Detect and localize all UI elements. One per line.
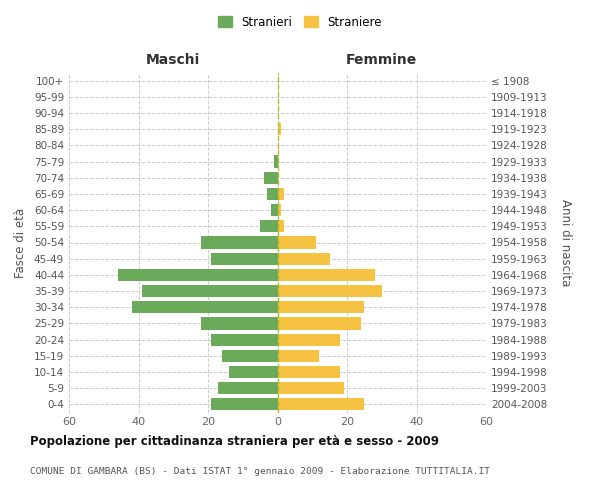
Bar [277,252,329,265]
Bar [277,220,284,232]
Bar [277,382,344,394]
Text: Maschi: Maschi [146,54,200,68]
Bar [201,318,277,330]
Bar [201,236,277,248]
Y-axis label: Fasce di età: Fasce di età [14,208,27,278]
Bar [229,366,277,378]
Text: COMUNE DI GAMBARA (BS) - Dati ISTAT 1° gennaio 2009 - Elaborazione TUTTITALIA.IT: COMUNE DI GAMBARA (BS) - Dati ISTAT 1° g… [30,468,490,476]
Bar [211,398,277,410]
Bar [277,334,340,345]
Bar [271,204,277,216]
Bar [118,269,277,281]
Y-axis label: Anni di nascita: Anni di nascita [559,199,572,286]
Bar [277,318,361,330]
Bar [277,350,319,362]
Bar [267,188,277,200]
Bar [211,334,277,345]
Bar [277,204,281,216]
Legend: Stranieri, Straniere: Stranieri, Straniere [213,11,387,34]
Bar [142,285,277,297]
Text: Popolazione per cittadinanza straniera per età e sesso - 2009: Popolazione per cittadinanza straniera p… [30,435,439,448]
Bar [277,285,382,297]
Bar [277,269,375,281]
Bar [277,123,281,135]
Bar [222,350,277,362]
Bar [277,236,316,248]
Bar [277,188,284,200]
Bar [277,398,364,410]
Bar [131,301,277,314]
Text: Femmine: Femmine [346,54,418,68]
Bar [274,156,277,168]
Bar [260,220,277,232]
Bar [277,301,364,314]
Bar [218,382,277,394]
Bar [263,172,277,184]
Bar [277,366,340,378]
Bar [211,252,277,265]
